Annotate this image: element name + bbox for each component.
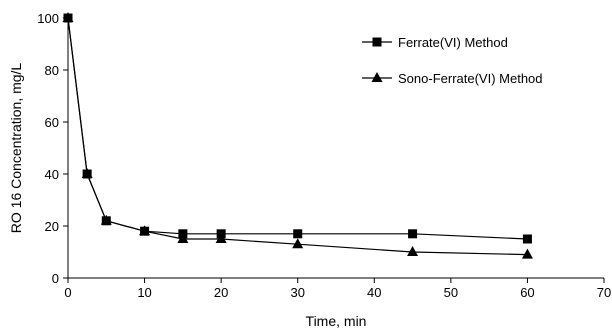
series-2-point bbox=[81, 168, 93, 178]
axes bbox=[67, 18, 604, 279]
x-tick-label: 20 bbox=[214, 285, 228, 300]
x-ticks: 0 10 20 30 40 50 60 70 bbox=[64, 278, 611, 300]
legend-label: Sono-Ferrate(VI) Method bbox=[398, 71, 543, 86]
legend-item-2: Sono-Ferrate(VI) Method bbox=[362, 71, 543, 86]
legend: Ferrate(VI) Method Sono-Ferrate(VI) Metho… bbox=[362, 35, 543, 86]
series-2-point bbox=[407, 246, 419, 256]
series-2-point bbox=[139, 225, 151, 236]
series-1-point bbox=[293, 229, 303, 239]
x-tick-label: 30 bbox=[290, 285, 304, 300]
series-2-point bbox=[292, 238, 304, 249]
x-tick-label: 40 bbox=[367, 285, 381, 300]
y-tick-label: 0 bbox=[52, 271, 59, 286]
series-2-point bbox=[215, 233, 227, 243]
y-tick-label: 40 bbox=[45, 167, 59, 182]
series-2-point bbox=[177, 233, 189, 243]
x-tick-label: 50 bbox=[444, 285, 458, 300]
series-1-point bbox=[408, 229, 418, 239]
x-tick-label: 60 bbox=[520, 285, 534, 300]
y-tick-label: 20 bbox=[45, 219, 59, 234]
y-tick-label: 80 bbox=[45, 63, 59, 78]
y-axis-label: RO 16 Concentration, mg/L bbox=[8, 63, 24, 234]
y-tick-label: 100 bbox=[37, 11, 59, 26]
legend-label: Ferrate(VI) Method bbox=[398, 35, 508, 50]
legend-swatch-marker bbox=[372, 37, 382, 47]
x-tick-label: 0 bbox=[64, 285, 71, 300]
y-tick-label: 60 bbox=[45, 115, 59, 130]
series-1-point bbox=[522, 234, 532, 244]
series-2-point bbox=[521, 248, 533, 259]
x-axis-label: Time, min bbox=[306, 313, 367, 329]
legend-swatch-marker bbox=[371, 72, 383, 82]
y-ticks: 0 20 40 60 80 100 bbox=[37, 11, 68, 286]
legend-item-1: Ferrate(VI) Method bbox=[362, 35, 508, 50]
series-2-point bbox=[62, 12, 74, 22]
series-2-point bbox=[100, 214, 112, 225]
series-2 bbox=[62, 12, 533, 259]
x-tick-label: 70 bbox=[597, 285, 611, 300]
x-tick-label: 10 bbox=[137, 285, 151, 300]
series-2-line bbox=[67, 17, 528, 256]
series-layer bbox=[62, 12, 533, 259]
series-1-line bbox=[67, 17, 528, 240]
